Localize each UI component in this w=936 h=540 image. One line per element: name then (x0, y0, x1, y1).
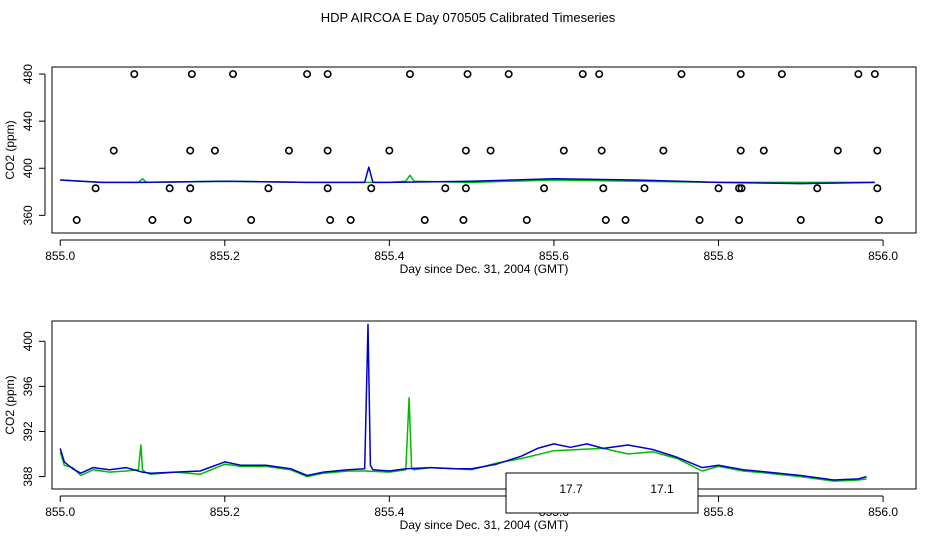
y-tick-label: 396 (21, 376, 35, 396)
sample-point (735, 216, 744, 225)
sample-point (405, 70, 414, 79)
x-tick-label: 855.2 (210, 249, 240, 263)
sample-point (463, 70, 472, 79)
y-axis-label: CO2 (ppm) (3, 375, 17, 434)
sample-point (72, 216, 81, 225)
sample-point (385, 146, 394, 155)
chart-title: HDP AIRCOA E Day 070505 Calibrated Times… (321, 10, 616, 25)
sample-point (247, 216, 256, 225)
sample-point (284, 146, 293, 155)
x-tick-label: 855.6 (539, 249, 569, 263)
sample-point (621, 216, 630, 225)
sample-point (854, 70, 863, 79)
sample-point (759, 146, 768, 155)
x-tick-label: 855.2 (210, 505, 240, 519)
sample-point (303, 70, 312, 79)
top-panel: 855.0 855.2 855.4 855.6 855.8 856.0 Day since … (3, 64, 917, 276)
y-axis-label: CO2 (ppm) (3, 120, 17, 179)
x-axis-label: Day since Dec. 31, 2004 (GMT) (400, 518, 569, 532)
y-tick-label: 360 (21, 205, 35, 225)
sample-point (186, 184, 195, 193)
sample-point (187, 70, 196, 79)
sample-point (595, 70, 604, 79)
plot-frame (51, 66, 917, 234)
legend-label: 17.7 (559, 482, 583, 496)
x-tick-label: 855.0 (45, 505, 75, 519)
sample-point (873, 184, 882, 193)
sample-point (186, 146, 195, 155)
sample-point (326, 216, 335, 225)
sample-point (578, 70, 587, 79)
plot-frame (51, 320, 917, 490)
sample-point (210, 146, 219, 155)
y-tick-label: 388 (21, 466, 35, 486)
sample-point (640, 184, 649, 193)
y-tick-label: 480 (21, 64, 35, 84)
sample-point (735, 184, 744, 193)
sample-point (874, 216, 883, 225)
x-tick-label: 855.4 (374, 505, 404, 519)
sample-point (777, 70, 786, 79)
sample-point (130, 70, 139, 79)
sample-point (367, 184, 376, 193)
sample-point (323, 70, 332, 79)
x-tick-label: 855.0 (45, 249, 75, 263)
sample-point (870, 70, 879, 79)
sample-point (165, 184, 174, 193)
sample-point (461, 146, 470, 155)
sample-point (264, 184, 273, 193)
sample-point (659, 146, 668, 155)
sample-point (441, 184, 450, 193)
series-line (59, 323, 867, 481)
y-tick-label: 400 (21, 331, 35, 351)
sample-point (229, 70, 238, 79)
legend-label: 17.1 (650, 482, 674, 496)
sample-point (486, 146, 495, 155)
sample-point (420, 216, 429, 225)
sample-point (323, 146, 332, 155)
x-tick-label: 855.4 (374, 249, 404, 263)
sample-point (677, 70, 686, 79)
sample-point (736, 70, 745, 79)
legend-box (505, 472, 699, 514)
x-axis-label: Day since Dec. 31, 2004 (GMT) (400, 262, 569, 276)
sample-point (459, 216, 468, 225)
x-tick-label: 856.0 (868, 249, 898, 263)
y-tick-label: 440 (21, 111, 35, 131)
sample-point (461, 184, 470, 193)
sample-point (323, 184, 332, 193)
y-tick-label: 400 (21, 158, 35, 178)
sample-point (148, 216, 157, 225)
sample-point (873, 146, 882, 155)
sample-point (714, 184, 723, 193)
sample-point (109, 146, 118, 155)
sample-point (737, 184, 746, 193)
sample-point (796, 216, 805, 225)
series-line (59, 396, 867, 482)
sample-point (736, 146, 745, 155)
x-tick-label: 856.0 (868, 505, 898, 519)
sample-point (522, 216, 531, 225)
sample-point (597, 146, 606, 155)
sample-point (346, 216, 355, 225)
x-tick-label: 855.8 (703, 249, 733, 263)
sample-point (91, 184, 100, 193)
series-line (60, 166, 875, 185)
sample-point (183, 216, 192, 225)
sample-point (540, 184, 549, 193)
sample-point (601, 216, 610, 225)
sample-point (813, 184, 822, 193)
sample-point (559, 146, 568, 155)
sample-point (695, 216, 704, 225)
sample-point (833, 146, 842, 155)
x-tick-label: 855.8 (703, 505, 733, 519)
sample-point (599, 184, 608, 193)
y-tick-label: 392 (21, 421, 35, 441)
sample-point (504, 70, 513, 79)
